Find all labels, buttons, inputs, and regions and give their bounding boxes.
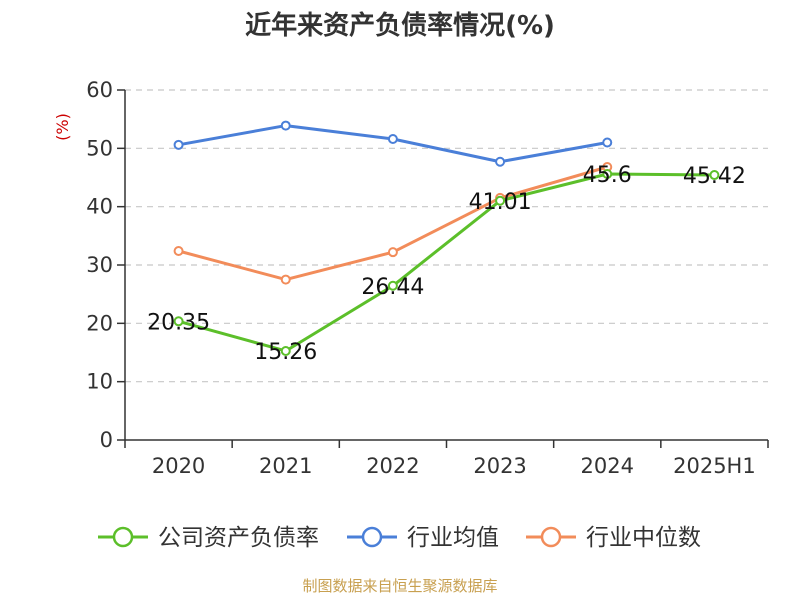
data-point bbox=[173, 139, 184, 150]
data-point bbox=[387, 280, 398, 291]
data-point bbox=[173, 316, 184, 327]
y-tick-label: 20 bbox=[86, 311, 113, 335]
data-label: 15.26 bbox=[254, 340, 317, 365]
series-layer bbox=[173, 120, 720, 356]
legend-marker bbox=[361, 526, 383, 548]
y-tick-label: 10 bbox=[86, 370, 113, 394]
legend-marker bbox=[112, 526, 134, 548]
data-point bbox=[280, 120, 291, 131]
data-point bbox=[173, 246, 184, 256]
legend-label: 公司资产负债率 bbox=[158, 525, 319, 551]
legend-item: 公司资产负债率 bbox=[98, 525, 319, 551]
legend-label: 行业均值 bbox=[407, 525, 499, 551]
data-point bbox=[709, 170, 720, 181]
data-point bbox=[387, 247, 398, 258]
legend-item: 行业中位数 bbox=[526, 525, 701, 551]
x-tick-label: 2025H1 bbox=[673, 454, 756, 478]
data-point bbox=[387, 134, 398, 144]
data-point bbox=[602, 169, 613, 179]
data-point bbox=[495, 156, 506, 167]
legend-marker bbox=[540, 526, 562, 548]
series-line bbox=[178, 172, 715, 353]
y-tick-label: 50 bbox=[86, 136, 113, 160]
x-tick-label: 2023 bbox=[473, 454, 526, 478]
chart-title: 近年来资产负债率情况(%) bbox=[245, 10, 555, 41]
source-note: 制图数据来自恒生聚源数据库 bbox=[302, 577, 497, 595]
data-point bbox=[495, 195, 506, 206]
grid-lines bbox=[125, 89, 768, 383]
legend: 公司资产负债率 行业均值 行业中位数 bbox=[98, 525, 701, 551]
y-axis-label: (%) bbox=[53, 113, 72, 141]
data-label: 41.01 bbox=[469, 190, 532, 215]
data-labels: 20.35 15.26 26.44 41.01 45.6 45.42 bbox=[147, 163, 746, 365]
x-tick-label: 2020 bbox=[152, 454, 205, 478]
y-tick-label: 40 bbox=[86, 195, 113, 219]
data-point bbox=[280, 274, 291, 285]
data-point bbox=[602, 137, 613, 148]
y-tick-label: 60 bbox=[86, 78, 113, 102]
series-line bbox=[178, 165, 608, 282]
x-tick-label: 2024 bbox=[581, 454, 634, 478]
data-label: 45.6 bbox=[583, 163, 632, 188]
legend-item: 行业均值 bbox=[347, 525, 499, 551]
data-label: 20.35 bbox=[147, 310, 210, 335]
y-tick-label: 0 bbox=[100, 428, 113, 452]
x-tick-label: 2021 bbox=[259, 454, 312, 478]
data-label: 45.42 bbox=[683, 164, 746, 189]
x-tick-label: 2022 bbox=[366, 454, 419, 478]
y-tick-label: 30 bbox=[86, 253, 113, 277]
legend-label: 行业中位数 bbox=[586, 525, 701, 551]
data-label: 26.44 bbox=[361, 275, 424, 300]
axes: 0 10 20 30 40 50 60 2020 2021 2022 2023 2024 2025H1 bbox=[86, 78, 769, 478]
data-point bbox=[280, 345, 291, 356]
